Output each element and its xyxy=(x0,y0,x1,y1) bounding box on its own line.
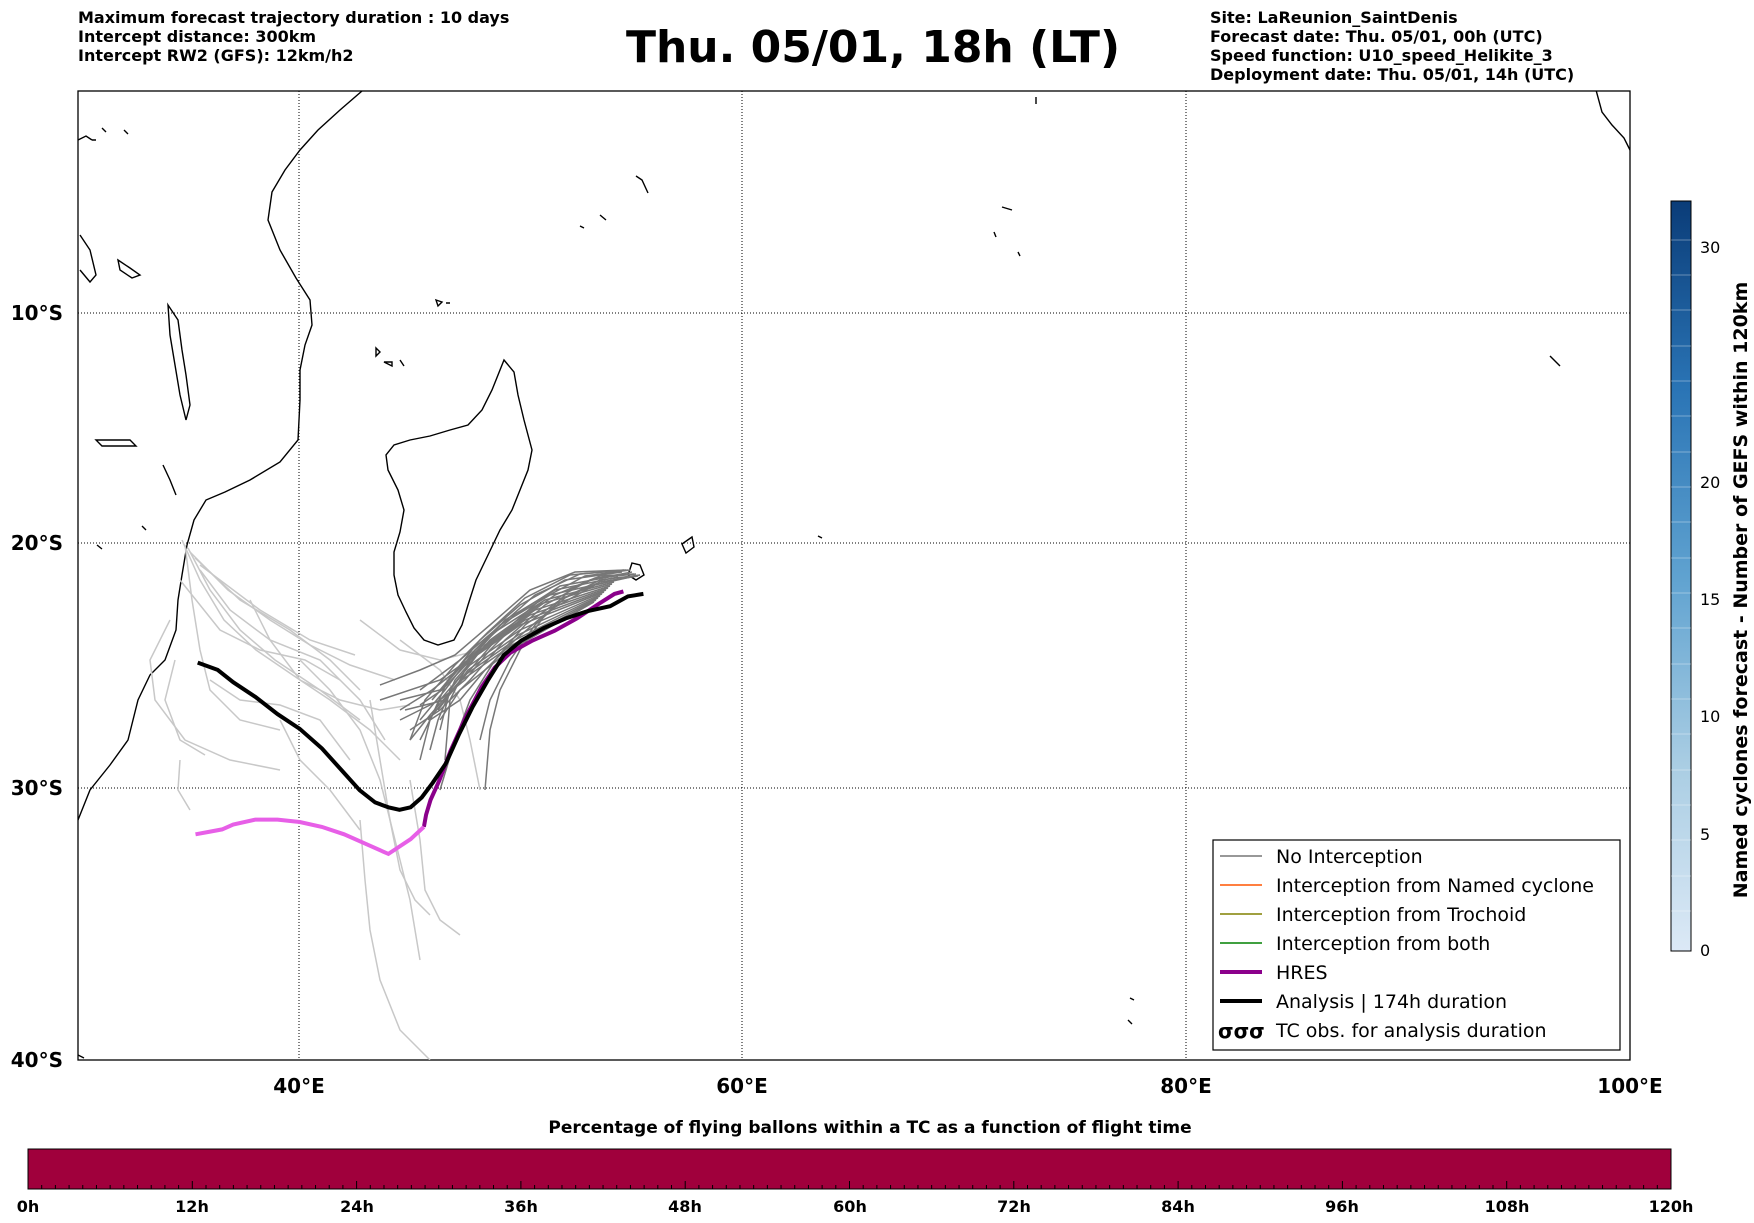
colorbar-tick: 0 xyxy=(1700,941,1710,960)
header-line: Intercept RW2 (GFS): 12km/h2 xyxy=(78,46,354,65)
time-tick: 84h xyxy=(1161,1197,1195,1216)
legend-label: Interception from Named cyclone xyxy=(1276,875,1594,897)
colorbar-tick: 5 xyxy=(1700,825,1710,844)
ensemble-tracks-dark xyxy=(379,569,641,791)
legend-label: No Interception xyxy=(1276,846,1423,868)
header-line: Deployment date: Thu. 05/01, 14h (UTC) xyxy=(1210,65,1575,84)
time-tick: 12h xyxy=(175,1197,209,1216)
header-line: Forecast date: Thu. 05/01, 00h (UTC) xyxy=(1210,27,1543,46)
header-line: Maximum forecast trajectory duration : 1… xyxy=(78,8,510,27)
legend-label: Analysis | 174h duration xyxy=(1276,991,1507,1013)
ensemble-tracks-light xyxy=(149,539,481,1060)
legend-label: HRES xyxy=(1276,962,1328,984)
time-tick: 0h xyxy=(17,1197,40,1216)
legend: No Interception Interception from Named … xyxy=(1212,839,1621,1051)
time-tick: 60h xyxy=(833,1197,867,1216)
lon-tick: 100°E xyxy=(1597,1074,1662,1098)
header-line: Speed function: U10_speed_Helikite_3 xyxy=(1210,46,1553,65)
colorbar-tick: 10 xyxy=(1700,707,1720,726)
time-tick: 36h xyxy=(504,1197,538,1216)
colorbar-bottom-title: Percentage of flying ballons within a TC… xyxy=(548,1118,1191,1138)
hres-track-tail xyxy=(195,817,426,857)
lat-tick: 30°S xyxy=(11,776,63,800)
analysis-track xyxy=(197,591,644,812)
time-tick: 48h xyxy=(668,1197,702,1216)
lon-tick: 40°E xyxy=(273,1074,325,1098)
lat-tick: 20°S xyxy=(11,531,63,555)
time-tick: 120h xyxy=(1649,1197,1694,1216)
colorbar-tick: 20 xyxy=(1700,473,1720,492)
legend-label: TC obs. for analysis duration xyxy=(1275,1020,1547,1042)
time-tick: 72h xyxy=(997,1197,1031,1216)
colorbar-bottom-bar xyxy=(27,1148,1672,1190)
page-title-text: Thu. 05/01, 18h (LT) xyxy=(625,22,1121,73)
colorbar-right-label: Named cyclones forecast - Number of GEFS… xyxy=(1730,282,1752,899)
time-tick: 24h xyxy=(340,1197,374,1216)
header-line: Site: LaReunion_SaintDenis xyxy=(1210,8,1458,27)
tc-symbol-icon: σσσ xyxy=(1218,1019,1265,1043)
lat-tick: 40°S xyxy=(11,1048,63,1072)
colorbar-bottom: Percentage of flying ballons within a TC… xyxy=(17,1118,1694,1216)
legend-label: Interception from Trochoid xyxy=(1276,904,1526,926)
colorbar-right: 0 5 10 15 20 30 Named cyclones forecast … xyxy=(1670,200,1752,960)
header-line: Intercept distance: 300km xyxy=(78,27,317,46)
gridlines xyxy=(78,91,1630,1060)
page-title: Thu. 05/01, 18h (LT) xyxy=(0,22,1754,73)
colorbar-right-bar xyxy=(1670,200,1692,952)
header-info-right: Site: LaReunion_SaintDenis Forecast date… xyxy=(1210,8,1574,84)
time-tick: 108h xyxy=(1485,1197,1530,1216)
lon-tick: 80°E xyxy=(1160,1074,1212,1098)
colorbar-tick: 30 xyxy=(1700,238,1720,257)
header-info-left: Maximum forecast trajectory duration : 1… xyxy=(78,8,509,65)
legend-box xyxy=(1212,839,1621,1051)
lon-tick: 60°E xyxy=(716,1074,768,1098)
coastlines xyxy=(78,91,1630,1059)
lat-axis: 10°S 20°S 30°S 40°S xyxy=(11,301,63,1072)
legend-label: Interception from both xyxy=(1276,933,1490,955)
lon-axis: 40°E 60°E 80°E 100°E xyxy=(273,1074,1662,1098)
time-tick: 96h xyxy=(1325,1197,1359,1216)
lat-tick: 10°S xyxy=(11,301,63,325)
colorbar-tick: 15 xyxy=(1700,590,1720,609)
